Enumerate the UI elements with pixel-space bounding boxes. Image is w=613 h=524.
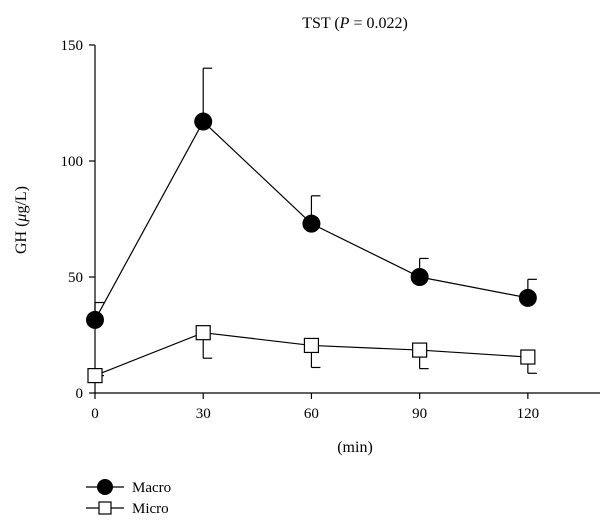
y-axis-label: GH (μg/L): [13, 186, 30, 254]
x-axis-label: (min): [337, 439, 373, 456]
series-layer: [86, 67, 537, 384]
series-micro: [87, 325, 537, 384]
series-macro: [86, 67, 537, 329]
legend-marker: [98, 501, 112, 515]
y-tick-label: 0: [76, 386, 84, 402]
data-point: [87, 368, 103, 384]
y-ticks: 0 50 100 150: [61, 38, 95, 402]
x-tick-label: 0: [91, 406, 99, 422]
legend-item-micro: Micro: [86, 501, 169, 517]
x-tick-label: 60: [304, 406, 319, 422]
legend-marker: [97, 479, 113, 495]
legend-item-macro: Macro: [86, 479, 171, 496]
data-point: [410, 268, 429, 286]
x-tick-label: 120: [517, 406, 540, 422]
legend-label: Macro: [132, 480, 171, 496]
chart-title: TST (P = 0.022): [302, 15, 408, 32]
x-tick-label: 90: [412, 406, 427, 422]
data-point: [303, 337, 320, 354]
x-ticks: 0 30 60 90 120: [91, 393, 539, 422]
data-point: [194, 112, 213, 131]
y-tick-label: 50: [68, 270, 83, 286]
data-point: [86, 310, 104, 329]
data-point: [520, 349, 536, 365]
data-point: [412, 342, 428, 358]
x-tick-label: 30: [196, 406, 211, 422]
y-tick-label: 150: [61, 38, 84, 54]
y-tick-label: 100: [61, 154, 84, 170]
axes: [94, 45, 600, 394]
data-point: [518, 288, 537, 307]
data-point: [195, 325, 211, 341]
legend: Macro Micro: [86, 479, 171, 517]
legend-label: Micro: [132, 501, 169, 517]
data-point: [302, 214, 321, 233]
